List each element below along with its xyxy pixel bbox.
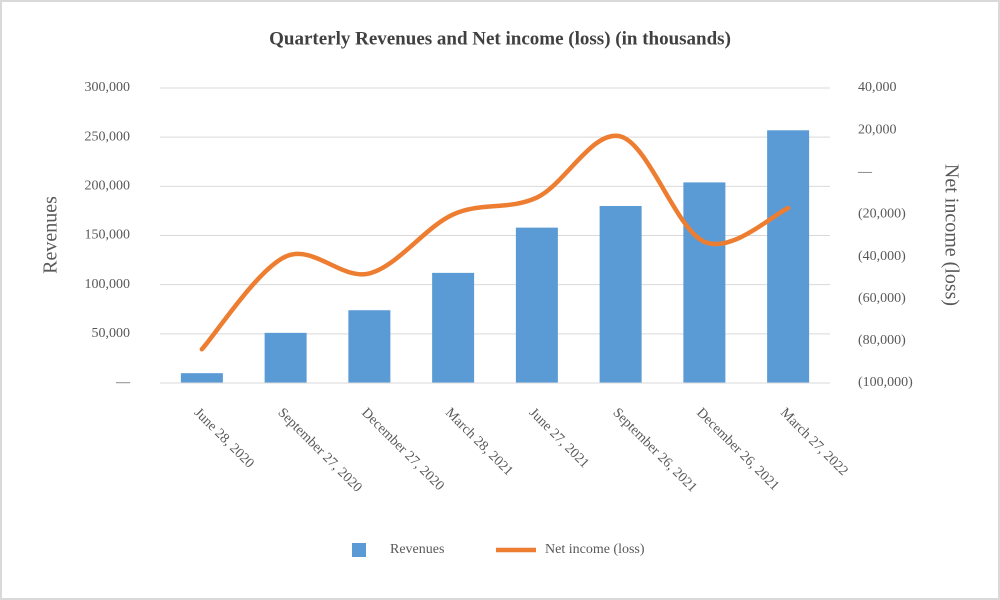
bar [432, 272, 475, 383]
y2-tick-label: 40,000 [858, 80, 897, 95]
y-tick-label: 50,000 [92, 326, 131, 341]
y2-tick-label: (40,000) [858, 249, 906, 264]
chart-title: Quarterly Revenues and Net income (loss)… [269, 28, 731, 49]
y-tick-label: 150,000 [85, 228, 131, 243]
bar [515, 227, 558, 383]
bar [599, 206, 642, 383]
y-axis-title: Revenues [40, 196, 62, 274]
y-tick-label: 250,000 [85, 129, 131, 144]
legend-label: Net income (loss) [545, 542, 645, 557]
y2-tick-label: (100,000) [858, 375, 913, 390]
line [199, 133, 791, 352]
y2-tick-label: (60,000) [858, 291, 906, 306]
y-tick-label: 300,000 [85, 80, 131, 95]
y2-tick-label: — [857, 165, 873, 180]
y-tick-label: — [115, 375, 131, 390]
bar [348, 310, 391, 383]
bar [683, 182, 726, 383]
legend-swatch [352, 543, 366, 557]
y-tick-label: 100,000 [85, 277, 131, 292]
bar [180, 373, 223, 383]
y2-tick-label: (80,000) [858, 333, 906, 348]
y2-tick-label: 20,000 [858, 122, 897, 137]
legend-label: Revenues [390, 542, 444, 557]
y2-axis-title: Net income (loss) [940, 164, 962, 306]
y2-tick-label: (20,000) [858, 207, 906, 222]
bar [767, 130, 810, 383]
bar [264, 332, 307, 383]
y-tick-label: 200,000 [85, 179, 131, 194]
